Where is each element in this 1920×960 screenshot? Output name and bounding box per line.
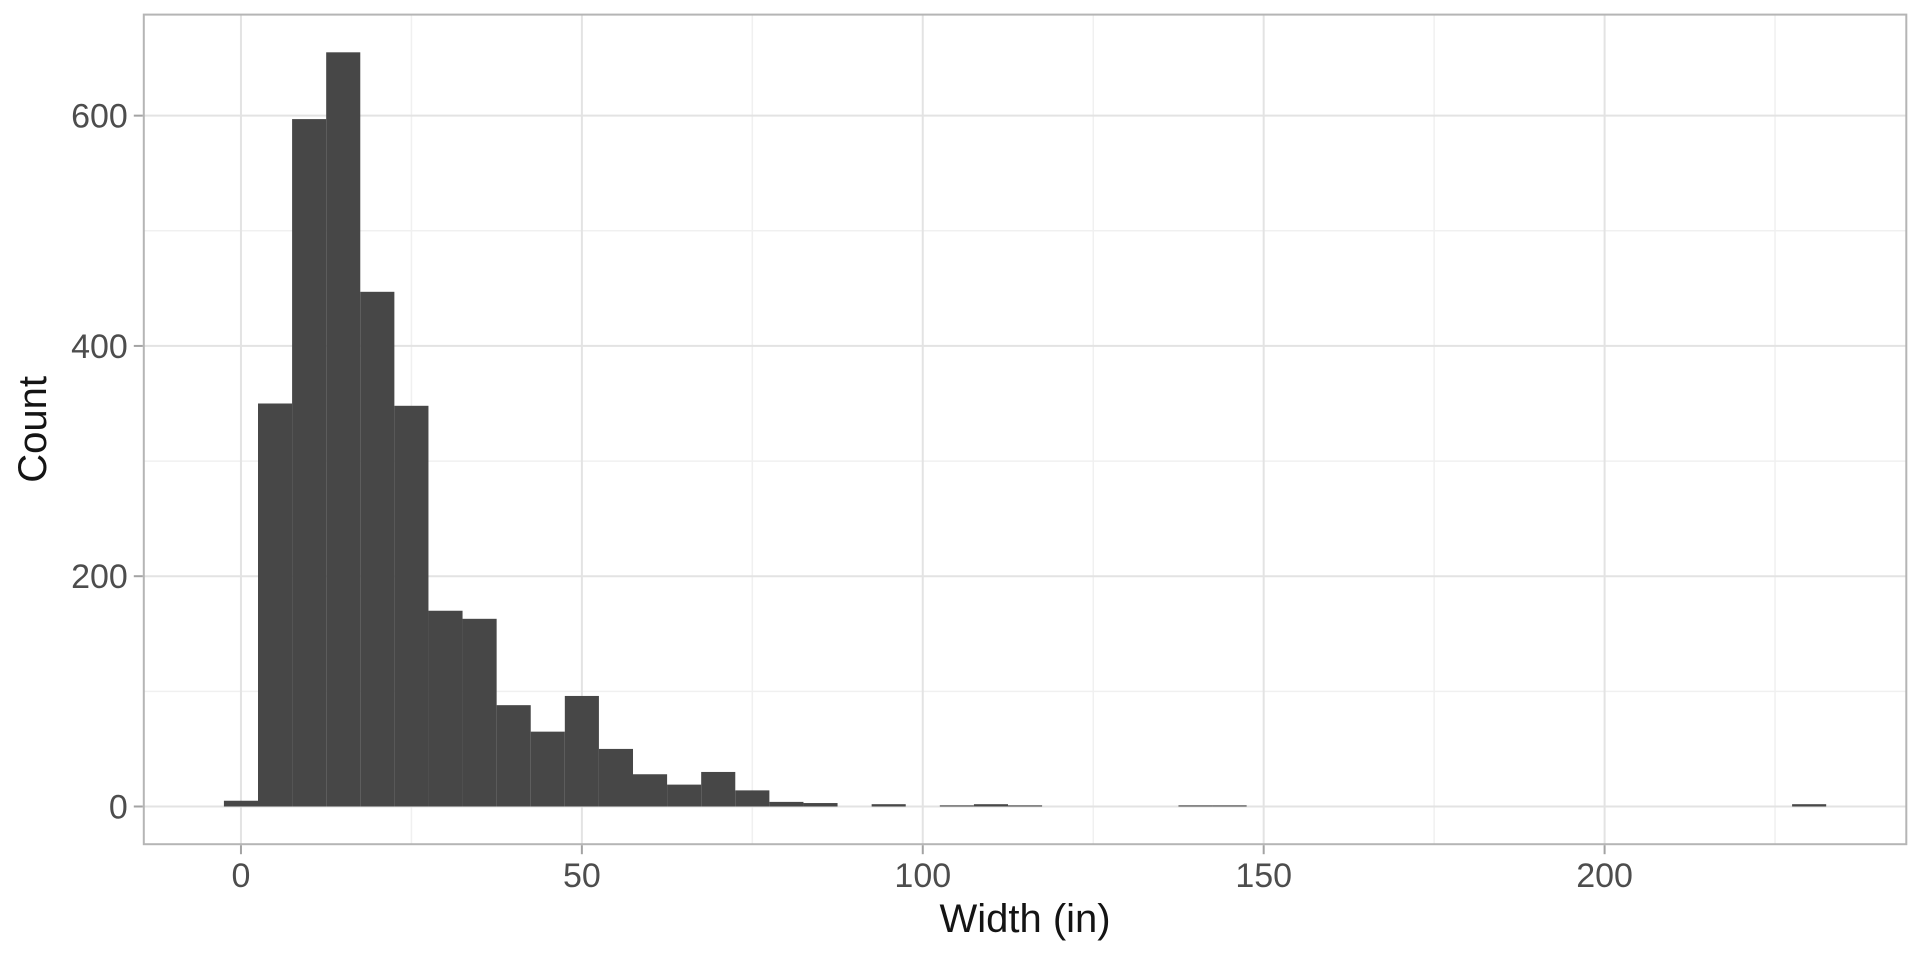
- histogram-bar: [530, 731, 565, 807]
- histogram-bar: [360, 291, 395, 807]
- x-axis-tick-marks: [239, 845, 1606, 855]
- histogram-bar: [428, 610, 463, 807]
- histogram-bar: [633, 774, 668, 807]
- histogram-bars: [223, 52, 1827, 807]
- histogram-bar: [1792, 804, 1827, 807]
- histogram-bar: [1212, 805, 1247, 807]
- histogram-bar: [701, 771, 736, 807]
- x-tick-label: 0: [231, 857, 250, 895]
- y-tick-label: 0: [109, 788, 128, 826]
- histogram-bar: [598, 748, 634, 807]
- x-tick-label: 200: [1576, 857, 1633, 895]
- histogram-bar: [735, 790, 770, 807]
- histogram-bar: [462, 618, 497, 807]
- panel-border: [142, 13, 1908, 846]
- histogram-bar: [1008, 805, 1043, 807]
- histogram-bar: [223, 800, 259, 807]
- grid-minor: [143, 14, 1907, 845]
- histogram-bar: [667, 784, 702, 807]
- y-tick-label: 200: [71, 558, 128, 596]
- y-axis-title: Count: [11, 376, 55, 483]
- x-tick-label: 50: [563, 857, 601, 895]
- histogram-bar: [326, 52, 361, 807]
- x-tick-label: 150: [1235, 857, 1292, 895]
- x-axis-title: Width (in): [939, 897, 1110, 941]
- y-tick-label: 600: [71, 98, 128, 136]
- histogram-bar: [564, 695, 599, 807]
- histogram-bar: [769, 801, 804, 807]
- histogram-bar: [973, 804, 1009, 807]
- histogram-bar: [939, 805, 974, 807]
- x-tick-label: 100: [894, 857, 951, 895]
- histogram-bar: [292, 119, 327, 807]
- y-tick-label: 400: [71, 328, 128, 366]
- y-axis-tick-labels: 0 200 400 600: [71, 98, 128, 827]
- histogram-bar: [1178, 805, 1213, 807]
- histogram-bar: [258, 403, 293, 807]
- x-axis-tick-labels: 0 50 100 150 200: [231, 857, 1632, 895]
- y-axis-tick-marks: [133, 114, 143, 808]
- histogram-bar: [496, 705, 531, 807]
- histogram-bar: [871, 804, 906, 807]
- histogram-bar: [803, 803, 838, 807]
- histogram-bar: [394, 405, 429, 807]
